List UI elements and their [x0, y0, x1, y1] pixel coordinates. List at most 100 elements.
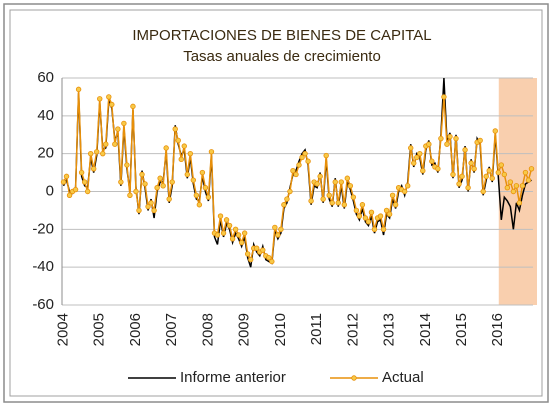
point-marker — [332, 179, 338, 185]
point-marker — [124, 162, 130, 168]
point-marker — [275, 232, 281, 238]
point-marker — [347, 183, 354, 189]
y-tick-label: 40 — [37, 107, 54, 124]
point-marker — [429, 158, 435, 164]
y-tick-label: -40 — [32, 258, 54, 275]
x-tick-label: 2015 — [453, 313, 470, 346]
point-marker — [299, 154, 305, 161]
point-marker — [504, 185, 511, 191]
point-marker — [254, 245, 260, 251]
point-marker — [187, 150, 194, 157]
point-marker — [196, 202, 203, 208]
point-marker — [97, 96, 103, 102]
point-marker — [91, 166, 97, 172]
point-marker — [401, 188, 408, 195]
point-marker — [317, 173, 323, 180]
point-marker — [248, 256, 254, 263]
point-marker — [118, 179, 124, 185]
legend-marker — [351, 375, 357, 381]
point-marker — [229, 236, 236, 242]
point-marker — [223, 217, 230, 223]
point-marker — [193, 192, 200, 198]
point-marker — [323, 152, 329, 159]
point-marker — [420, 167, 426, 174]
y-tick-label: 60 — [37, 69, 54, 86]
point-marker — [103, 141, 109, 147]
point-marker — [172, 126, 178, 132]
point-marker — [371, 226, 378, 233]
point-marker — [386, 211, 393, 217]
point-marker — [184, 171, 190, 178]
point-marker — [127, 192, 133, 198]
point-marker — [272, 224, 278, 231]
point-marker — [450, 171, 456, 178]
point-marker — [383, 207, 390, 214]
point-marker — [244, 251, 251, 257]
x-tick-label: 2004 — [54, 313, 71, 346]
point-marker — [205, 194, 212, 200]
point-marker — [208, 149, 215, 155]
chart-title: IMPORTACIONES DE BIENES DE CAPITAL — [132, 27, 431, 44]
point-marker — [359, 202, 366, 208]
point-marker — [362, 215, 369, 221]
point-marker — [513, 183, 520, 189]
point-marker — [486, 167, 492, 174]
chart-inner-frame — [9, 9, 543, 397]
point-marker — [157, 175, 163, 181]
point-marker — [471, 166, 477, 172]
point-marker — [163, 145, 169, 151]
point-marker — [115, 126, 121, 132]
point-marker — [353, 207, 360, 214]
point-marker — [166, 196, 172, 202]
point-marker — [72, 186, 79, 193]
point-marker — [377, 213, 384, 219]
x-tick-label: 2007 — [163, 313, 180, 346]
point-marker — [411, 160, 417, 166]
legend-label: Actual — [382, 369, 424, 386]
chart-frame — [3, 3, 549, 403]
point-marker — [269, 258, 275, 265]
point-marker — [290, 167, 296, 174]
x-tick-label: 2013 — [381, 313, 398, 346]
point-marker — [178, 156, 184, 163]
point-marker — [278, 226, 284, 233]
point-marker — [426, 141, 432, 147]
x-tick-label: 2016 — [489, 313, 506, 346]
point-marker — [181, 143, 187, 149]
point-marker — [356, 213, 363, 219]
point-marker — [160, 183, 166, 189]
y-tick-label: 0 — [46, 182, 54, 199]
point-marker — [459, 173, 465, 180]
point-marker — [217, 213, 224, 219]
x-tick-label: 2010 — [272, 313, 289, 346]
point-marker — [60, 179, 67, 185]
point-marker — [335, 200, 341, 206]
point-marker — [516, 200, 523, 206]
point-marker — [365, 219, 372, 225]
point-marker — [483, 173, 489, 180]
point-marker — [435, 166, 441, 172]
point-marker — [389, 192, 396, 198]
point-marker — [501, 171, 508, 178]
point-marker — [232, 226, 239, 233]
point-marker — [121, 120, 127, 127]
y-tick-label: 20 — [37, 145, 54, 162]
point-marker — [492, 128, 498, 134]
point-marker — [341, 202, 347, 208]
point-marker — [510, 188, 517, 195]
point-marker — [519, 183, 526, 189]
point-marker — [260, 247, 266, 253]
point-marker — [453, 135, 459, 142]
point-marker — [417, 150, 423, 157]
point-marker — [480, 188, 486, 195]
point-marker — [235, 232, 242, 238]
point-marker — [87, 150, 94, 157]
point-marker — [94, 149, 100, 155]
point-marker — [100, 150, 106, 157]
point-marker — [136, 207, 142, 214]
point-marker — [405, 183, 411, 189]
x-tick-label: 2011 — [308, 313, 325, 345]
x-tick-label: 2012 — [344, 313, 361, 346]
point-marker — [507, 179, 514, 185]
